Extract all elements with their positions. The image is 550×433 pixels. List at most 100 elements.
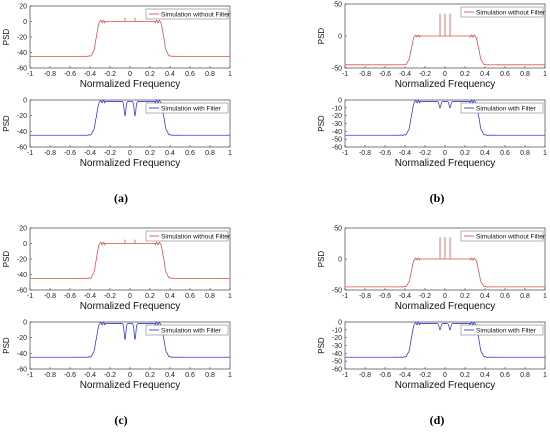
y-tick-label: 20: [19, 4, 27, 11]
x-tick-label: 0.8: [205, 372, 215, 379]
y-tick-label: -50: [332, 137, 342, 144]
x-tick-label: 0.2: [460, 372, 470, 379]
x-tick-label: 0.4: [165, 293, 175, 300]
legend-label: Simulation without Filter: [161, 233, 231, 240]
x-tick-label: -0.2: [419, 293, 431, 300]
x-tick-label: 0.6: [500, 150, 510, 157]
legend-label: Simulation with Filter: [161, 105, 222, 112]
y-tick-label: -60: [17, 367, 27, 374]
x-tick-label: -0.8: [44, 71, 56, 78]
x-tick-label: 0.8: [205, 293, 215, 300]
x-tick-label: -1: [27, 293, 33, 300]
x-tick-label: -0.4: [84, 150, 96, 157]
x-axis-label: Normalized Frequency: [80, 158, 181, 169]
caption-c: (c): [114, 413, 127, 427]
x-tick-label: -1: [27, 372, 33, 379]
x-tick-label: 0: [443, 71, 447, 78]
x-tick-label: -1: [27, 71, 33, 78]
chart-c-bottom: -1 -0.8 -0.6 -0.4 -0.2 0 0.2 0.4 0.6 0.8 1 0 -20 -40 -…: [2, 320, 232, 392]
series-line: [345, 99, 545, 136]
legend-label: Simulation with Filter: [476, 105, 537, 112]
x-tick-label: 0.8: [205, 150, 215, 157]
x-axis-label: Normalized Frequency: [80, 301, 181, 312]
x-tick-label: -0.4: [84, 71, 96, 78]
legend-box: [460, 230, 544, 242]
x-tick-label: 0.4: [480, 293, 490, 300]
y-tick-label: 20: [19, 226, 27, 233]
y-axis-label: PSD: [2, 337, 11, 354]
legend-label: Simulation with Filter: [161, 327, 222, 334]
x-tick-label: -0.6: [64, 150, 76, 157]
legend-label: Simulation with Filter: [476, 327, 537, 334]
x-tick-label: 0.8: [520, 150, 530, 157]
caption-d: (d): [430, 413, 445, 427]
x-tick-label: -1: [342, 150, 348, 157]
x-tick-label: 0: [128, 150, 132, 157]
x-tick-label: -0.6: [379, 71, 391, 78]
x-tick-label: -0.4: [399, 150, 411, 157]
x-tick-label: 0.4: [165, 372, 175, 379]
x-tick-label: 0: [443, 293, 447, 300]
x-tick-label: -0.6: [64, 293, 76, 300]
legend-label: Simulation without Filter: [476, 9, 546, 16]
y-tick-label: 0: [338, 257, 342, 264]
x-tick-label: -0.8: [359, 71, 371, 78]
x-axis-label: Normalized Frequency: [395, 380, 496, 391]
y-tick-label: 0: [23, 19, 27, 26]
x-tick-label: 0.8: [520, 293, 530, 300]
x-tick-label: 0: [128, 71, 132, 78]
y-axis-label: PSD: [317, 28, 326, 45]
caption-a: (a): [114, 191, 128, 205]
y-tick-label: -10: [332, 105, 342, 112]
x-tick-label: 0.2: [460, 293, 470, 300]
y-axis-label: PSD: [317, 251, 326, 268]
x-tick-label: 0.8: [520, 71, 530, 78]
x-tick-label: -0.8: [44, 372, 56, 379]
legend-box: [145, 230, 229, 242]
x-tick-label: 0.2: [145, 372, 155, 379]
x-tick-label: 0: [128, 372, 132, 379]
chart-d-bottom: -1 -0.8 -0.6 -0.4 -0.2 0 0.2 0.4 0.6 0.8 10-10-20-…: [317, 320, 547, 392]
x-tick-label: -0.2: [104, 150, 116, 157]
x-tick-label: 1: [543, 150, 547, 157]
x-tick-label: 0.6: [185, 293, 195, 300]
x-tick-label: -0.2: [104, 71, 116, 78]
legend-box: [460, 324, 544, 336]
x-axis-label: Normalized Frequency: [395, 79, 496, 90]
y-tick-label: -10: [332, 327, 342, 334]
y-tick-label: -40: [17, 351, 27, 358]
y-tick-label: -40: [332, 351, 342, 358]
legend-label: Simulation without Filter: [476, 233, 546, 240]
x-axis-label: Normalized Frequency: [80, 79, 181, 90]
x-tick-label: 1: [228, 71, 232, 78]
x-tick-label: -0.6: [379, 150, 391, 157]
y-tick-label: -20: [332, 335, 342, 342]
x-tick-label: 0.4: [480, 71, 490, 78]
x-tick-label: 0.4: [480, 372, 490, 379]
x-axis-label: Normalized Frequency: [395, 158, 496, 169]
x-tick-label: 0.6: [185, 150, 195, 157]
y-tick-label: 0: [338, 34, 342, 41]
x-tick-label: -0.2: [104, 293, 116, 300]
x-tick-label: -0.4: [399, 71, 411, 78]
x-tick-label: -0.8: [44, 293, 56, 300]
x-tick-label: 0.2: [460, 150, 470, 157]
y-tick-label: -60: [332, 145, 342, 152]
x-tick-label: -0.6: [64, 372, 76, 379]
x-tick-label: 0.6: [185, 71, 195, 78]
x-tick-label: 1: [228, 150, 232, 157]
legend-box: [460, 6, 544, 18]
chart-c-top: -1 -0.8 -0.6 -0.4 -0.2 0 0.2 0.4 0.6 0.8 1 20 0 -20 -4…: [2, 226, 232, 313]
legend-box: [460, 102, 544, 114]
series-line: [30, 19, 230, 58]
y-tick-label: -60: [17, 288, 27, 295]
y-tick-label: -60: [332, 367, 342, 374]
x-tick-label: 0.4: [165, 150, 175, 157]
x-tick-label: -0.6: [379, 293, 391, 300]
caption-b: (b): [430, 191, 445, 205]
y-axis-label: PSD: [317, 115, 326, 132]
x-tick-label: -0.2: [104, 372, 116, 379]
x-tick-label: 0.8: [520, 372, 530, 379]
x-tick-label: 0.2: [145, 71, 155, 78]
